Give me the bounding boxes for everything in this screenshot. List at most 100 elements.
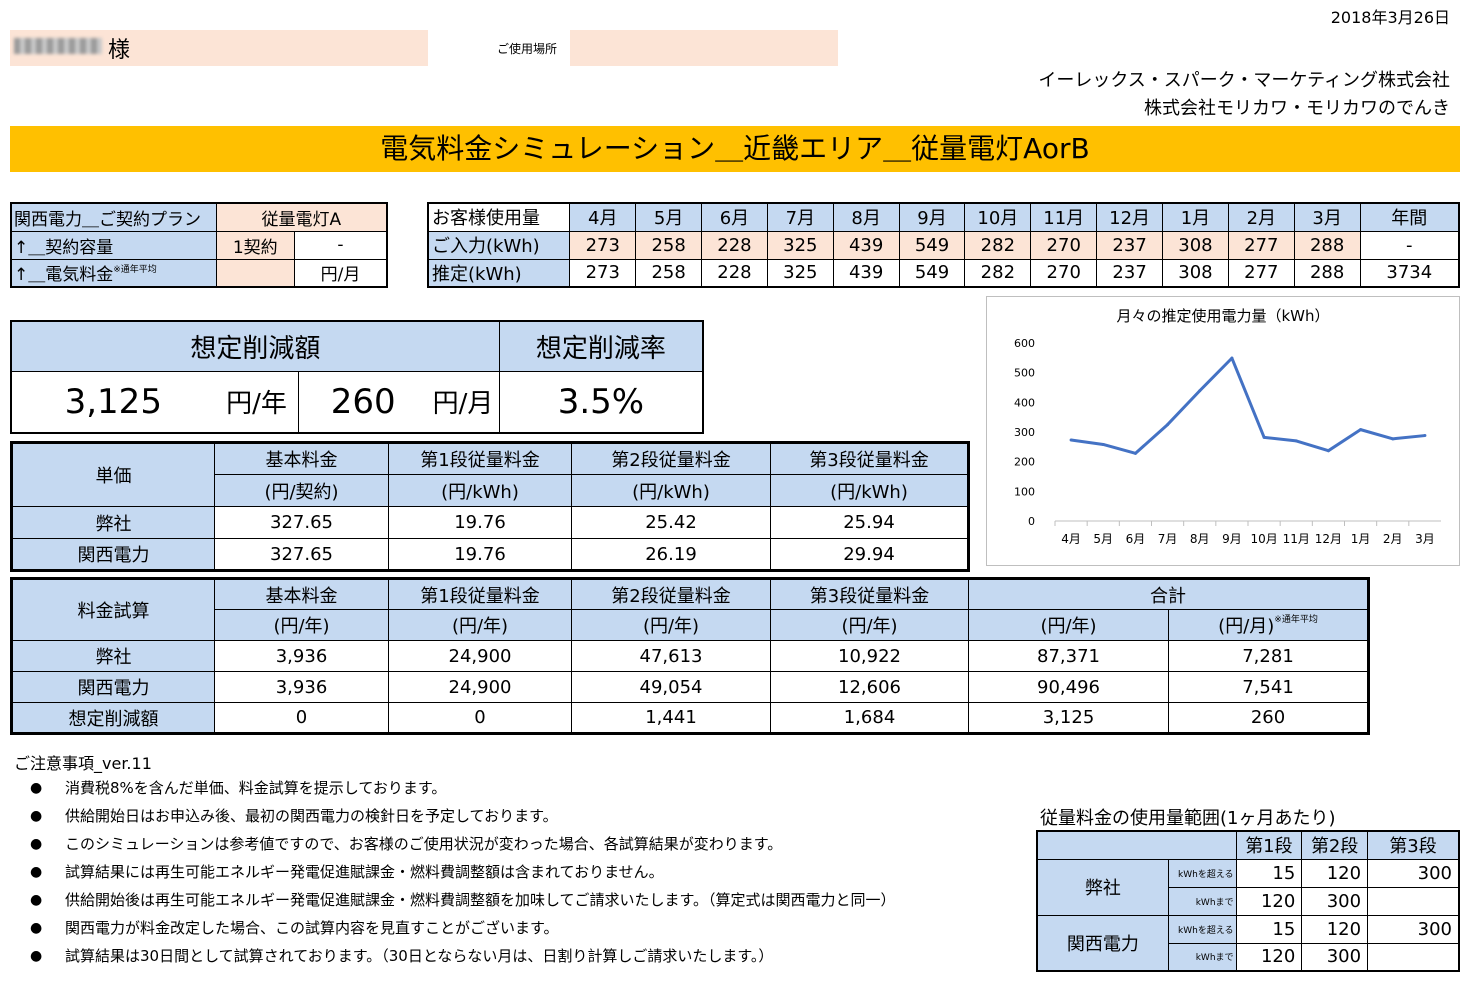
redacted-customer-name [14,38,102,54]
y-tick-label: 600 [1014,337,1035,350]
bill-label: ↑＿電気料金※通年平均 [10,258,217,288]
location-field[interactable] [570,30,838,66]
month-header: 10月 [964,202,1032,232]
table-cell: 49,054 [571,671,771,703]
x-tick-label: 9月 [1222,532,1242,546]
bill-note: ※通年平均 [113,265,157,276]
month-header: 2月 [1227,202,1295,232]
usage-input-cell[interactable]: 273 [569,230,637,260]
usage-input-cell[interactable]: 325 [766,230,834,260]
trial-subheader: (円/年) [770,609,969,641]
plan-value-cell[interactable]: 従量電灯A [215,202,388,232]
month-header: 11月 [1030,202,1098,232]
data-point [1230,356,1234,360]
range-cell: 300 [1301,886,1369,916]
x-tick-label: 10月 [1250,532,1277,546]
note-item: 関西電力が料金改定した場合、この試算内容を見直すことがございます。 [30,914,896,942]
bill-unit: 円/月 [293,258,388,288]
usage-line-chart: 月々の推定使用電力量（kWh） 0 100 200 300 400 500 600 4月 5月 6… [986,296,1460,566]
capacity-label: ↑＿契約容量 [10,230,217,260]
range-over-label: kWhを超える [1167,914,1237,944]
usage-input-cell[interactable]: 228 [701,230,768,260]
note-item: 供給開始後は再生可能エネルギー発電促進賦課金・燃料費調整額を加味してご請求いたし… [30,886,896,914]
savings-rate-value: 3.5% [498,370,704,434]
capacity-extra: - [293,230,388,260]
usage-input-cell[interactable]: 282 [964,230,1032,260]
range-cell: 15 [1235,858,1303,888]
x-tick-label: 4月 [1061,532,1081,546]
note-item: 消費税8%を含んだ単価、料金試算を提示しております。 [30,774,896,802]
range-cell: 300 [1367,858,1460,888]
plan-label: 関西電力＿ご契約プラン [10,202,217,232]
unit-subheader: (円/kWh) [770,474,969,507]
table-cell: 7,281 [1168,640,1369,672]
savings-yearly-value: 3,125 [10,370,215,434]
table-cell: 3,936 [214,671,389,703]
table-row: 関西電力 3,936 24,900 49,054 12,606 90,496 7… [11,671,1369,703]
data-point [1133,451,1137,455]
usage-input-cell[interactable]: 288 [1293,230,1361,260]
x-tick-label: 2月 [1383,532,1403,546]
y-tick-label: 400 [1014,396,1035,409]
x-tick-label: 3月 [1415,532,1435,546]
trial-calculation-table: 料金試算 基本料金 第1段従量料金 第2段従量料金 第3段従量料金 合計 (円/… [10,577,1370,735]
usage-input-cell[interactable]: 258 [635,230,703,260]
month-header: 5月 [635,202,703,232]
x-tick-label: 1月 [1351,532,1371,546]
range-title: 従量料金の使用量範囲(1ヶ月あたり) [1040,808,1336,829]
table-cell: 260 [1168,702,1369,734]
trial-subheader-monthly: (円/月)※通年平均 [1168,609,1369,641]
unit-header: 第1段従量料金 [388,442,572,475]
usage-estimate-cell: 325 [766,258,834,288]
range-header: 第3段 [1367,830,1460,860]
bill-value-cell[interactable] [215,258,295,288]
month-header: 8月 [832,202,900,232]
unit-header: 基本料金 [214,442,389,475]
usage-estimate-cell: 439 [832,258,900,288]
month-header: 1月 [1162,202,1229,232]
usage-input-cell[interactable]: 308 [1162,230,1229,260]
x-tick-label: 5月 [1093,532,1113,546]
usage-input-cell[interactable]: 277 [1227,230,1295,260]
unit-price-table: 単価 基本料金 第1段従量料金 第2段従量料金 第3段従量料金 (円/契約) (… [10,441,970,572]
usage-estimate-cell: 258 [635,258,703,288]
table-cell: 90,496 [968,671,1169,703]
row-label: 弊社 [11,506,215,539]
usage-estimate-cell: 277 [1227,258,1295,288]
usage-input-label: ご入力(kWh) [427,230,571,260]
unit-subheader: (円/契約) [214,474,389,507]
data-point [1101,442,1105,446]
data-point [1423,434,1427,438]
table-cell: 1,441 [571,702,771,734]
table-cell: 19.76 [388,538,572,571]
data-point [1262,435,1266,439]
range-cell: 120 [1301,914,1369,944]
usage-estimate-label: 推定(kWh) [427,258,571,288]
usage-input-cell[interactable]: 237 [1096,230,1164,260]
chart-svg: 月々の推定使用電力量（kWh） 0 100 200 300 400 500 600 4月 5月 6… [1014,307,1441,546]
trial-monthly-note: ※通年平均 [1274,615,1318,625]
table-cell: 24,900 [388,640,572,672]
page-title-banner: 電気料金シミュレーション＿近畿エリア＿従量電灯AorB [10,126,1460,172]
range-cell [1367,886,1460,916]
table-cell: 327.65 [214,506,389,539]
usage-estimate-cell: 288 [1293,258,1361,288]
usage-input-cell[interactable]: 270 [1030,230,1098,260]
usage-input-cell[interactable]: 439 [832,230,900,260]
range-cell: 300 [1301,942,1369,972]
annual-estimate: 3734 [1359,258,1460,288]
data-point [1166,423,1170,427]
usage-input-cell[interactable]: 549 [898,230,966,260]
trial-header: 第3段従量料金 [770,578,969,610]
table-cell: 7,541 [1168,671,1369,703]
usage-estimate-cell: 237 [1096,258,1164,288]
data-point [1326,449,1330,453]
table-cell: 25.94 [770,506,969,539]
capacity-value-cell[interactable]: 1契約 [215,230,295,260]
x-tick-label: 7月 [1158,532,1178,546]
month-header: 6月 [701,202,768,232]
range-cell [1367,942,1460,972]
y-tick-label: 100 [1014,485,1035,498]
y-tick-label: 300 [1014,426,1035,439]
series-line [1070,356,1426,455]
